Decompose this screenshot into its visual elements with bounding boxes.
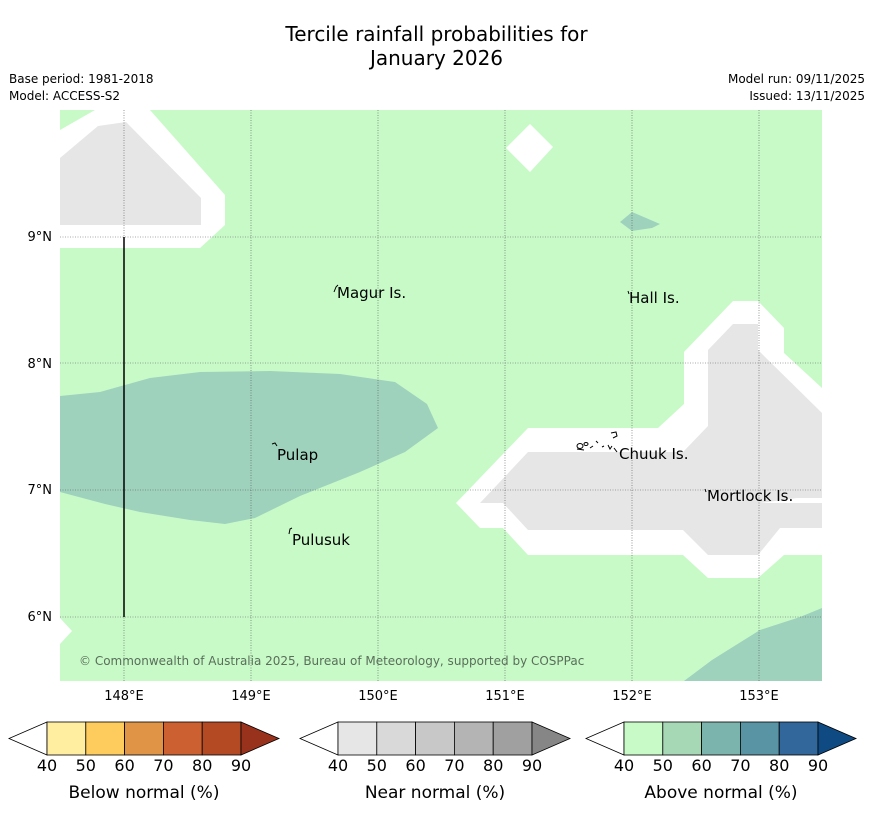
lon-label-151e: 151°E — [485, 689, 525, 704]
above-normal-region-se-corner — [684, 608, 822, 681]
colorbar-3-segment-40 — [623, 721, 664, 756]
place-magur: Magur Is. — [337, 284, 406, 302]
colorbar-1-segment-70 — [162, 721, 203, 756]
transition-patch-west — [60, 618, 72, 644]
place-pulusuk: Pulusuk — [292, 531, 350, 549]
colorbar-2-tick-50: 50 — [367, 756, 387, 775]
title-line-1: Tercile rainfall probabilities for — [285, 22, 588, 46]
island-magur — [333, 284, 339, 293]
colorbar-2: 40 50 60 70 80 90 Near normal (%) — [298, 721, 572, 803]
base-period-text: Base period: 1981-2018 — [9, 72, 154, 86]
lon-label-150e: 150°E — [358, 689, 398, 704]
colorbar-3-tick-70: 70 — [730, 756, 750, 775]
model-text: Model: ACCESS-S2 — [9, 89, 121, 103]
colorbar-3-tick-50: 50 — [653, 756, 673, 775]
colorbar-3-segment-60 — [701, 721, 741, 756]
colorbar-2-min-extension — [298, 721, 339, 756]
colorbar-3-max-extension — [817, 721, 858, 756]
colorbar-1-max-extension — [240, 721, 281, 756]
colorbar-3-tick-60: 60 — [691, 756, 711, 775]
latitude-labels: 9°N 8°N 7°N 6°N — [28, 230, 53, 625]
lat-label-9n: 9°N — [28, 230, 53, 245]
colorbar-2-max-extension — [531, 721, 572, 756]
lon-label-149e: 149°E — [231, 689, 271, 704]
lon-label-152e: 152°E — [612, 689, 652, 704]
island-mortlock — [704, 488, 707, 493]
longitude-labels: 148°E 149°E 150°E 151°E 152°E 153°E — [104, 689, 779, 704]
island-chuuk-lagoon — [576, 431, 618, 453]
colorbar-3-tick-90: 90 — [808, 756, 828, 775]
map-area: Magur Is. Hall Is. Pulap Chuuk Is. Mortl… — [60, 110, 822, 681]
colorbar-3-segment-80 — [778, 721, 819, 756]
colorbar-1-segment-60 — [124, 721, 164, 756]
colorbar-3-tick-80: 80 — [769, 756, 789, 775]
colorbar-2-segment-70 — [453, 721, 494, 756]
colorbar-1-tick-60: 60 — [114, 756, 134, 775]
transition-patch-north — [506, 124, 553, 172]
place-pulap: Pulap — [277, 446, 318, 464]
colorbar-2-tick-60: 60 — [405, 756, 425, 775]
colorbar-2-segment-50 — [376, 721, 416, 756]
above-normal-patch-hall — [620, 212, 660, 231]
island-pulap — [271, 442, 278, 447]
colorbar-2-tick-90: 90 — [522, 756, 542, 775]
near-normal-region-nw — [60, 122, 201, 225]
place-labels: Magur Is. Hall Is. Pulap Chuuk Is. Mortl… — [277, 284, 793, 549]
colorbar-2-tick-80: 80 — [483, 756, 503, 775]
colorbar-3-segment-70 — [740, 721, 780, 756]
above-normal-region-pulap — [60, 371, 438, 524]
colorbar-1-tick-50: 50 — [76, 756, 96, 775]
colorbar-1-tick-80: 80 — [192, 756, 212, 775]
colorbar-3-tick-40: 40 — [614, 756, 634, 775]
colorbar-1-tick-90: 90 — [231, 756, 251, 775]
colorbar-1-min-extension — [7, 721, 48, 756]
island-hall — [627, 290, 630, 295]
colorbar-2-tick-40: 40 — [328, 756, 348, 775]
place-mortlock: Mortlock Is. — [707, 487, 793, 505]
copyright-text: © Commonwealth of Australia 2025, Bureau… — [79, 654, 584, 668]
lat-label-7n: 7°N — [28, 483, 53, 498]
colorbar-1-segment-50 — [85, 721, 126, 756]
colorbar-2-tick-70: 70 — [444, 756, 464, 775]
model-run-text: Model run: 09/11/2025 — [727, 72, 865, 86]
lon-label-153e: 153°E — [739, 689, 779, 704]
colorbar-3-min-extension — [584, 721, 625, 756]
issued-text: Issued: 13/11/2025 — [749, 89, 865, 103]
colorbar-1-label: Below normal (%) — [69, 783, 220, 803]
colorbar-1-segment-40 — [46, 721, 87, 756]
colorbar-2-segment-80 — [492, 721, 533, 756]
colorbar-3: 40 50 60 70 80 90 Above normal (%) — [584, 721, 858, 803]
metadata-left: Base period: 1981-2018 Model: ACCESS-S2 — [9, 71, 154, 105]
colorbar-3-segment-50 — [662, 721, 702, 756]
colorbar-1-segment-80 — [201, 721, 242, 756]
colorbar-legends: 40 50 60 70 80 90 Below normal (%) 40 50 60 70 80 90… — [7, 721, 858, 803]
graticule — [60, 110, 822, 681]
lat-label-6n: 6°N — [28, 610, 53, 625]
island-pulusuk — [288, 527, 293, 535]
colorbar-1-tick-70: 70 — [153, 756, 173, 775]
colorbar-1: 40 50 60 70 80 90 Below normal (%) — [7, 721, 281, 803]
colorbar-2-segment-60 — [415, 721, 455, 756]
island-outlines — [271, 284, 707, 535]
place-hall: Hall Is. — [629, 289, 680, 307]
colorbar-1-tick-40: 40 — [37, 756, 57, 775]
metadata-right: Model run: 09/11/2025 Issued: 13/11/2025 — [728, 71, 865, 105]
lon-label-148e: 148°E — [104, 689, 144, 704]
map-title: Tercile rainfall probabilities for Janua… — [0, 22, 873, 70]
colorbar-2-segment-40 — [337, 721, 378, 756]
lat-label-8n: 8°N — [28, 357, 53, 372]
colorbar-3-label: Above normal (%) — [644, 783, 797, 803]
place-chuuk: Chuuk Is. — [619, 445, 688, 463]
colorbar-2-label: Near normal (%) — [365, 783, 505, 803]
title-line-2: January 2026 — [369, 46, 504, 70]
near-normal-region-se — [480, 324, 822, 555]
